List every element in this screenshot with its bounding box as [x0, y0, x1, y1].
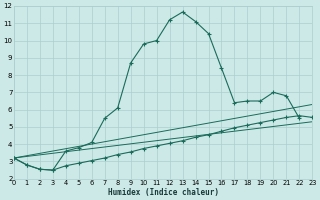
X-axis label: Humidex (Indice chaleur): Humidex (Indice chaleur) — [108, 188, 219, 197]
